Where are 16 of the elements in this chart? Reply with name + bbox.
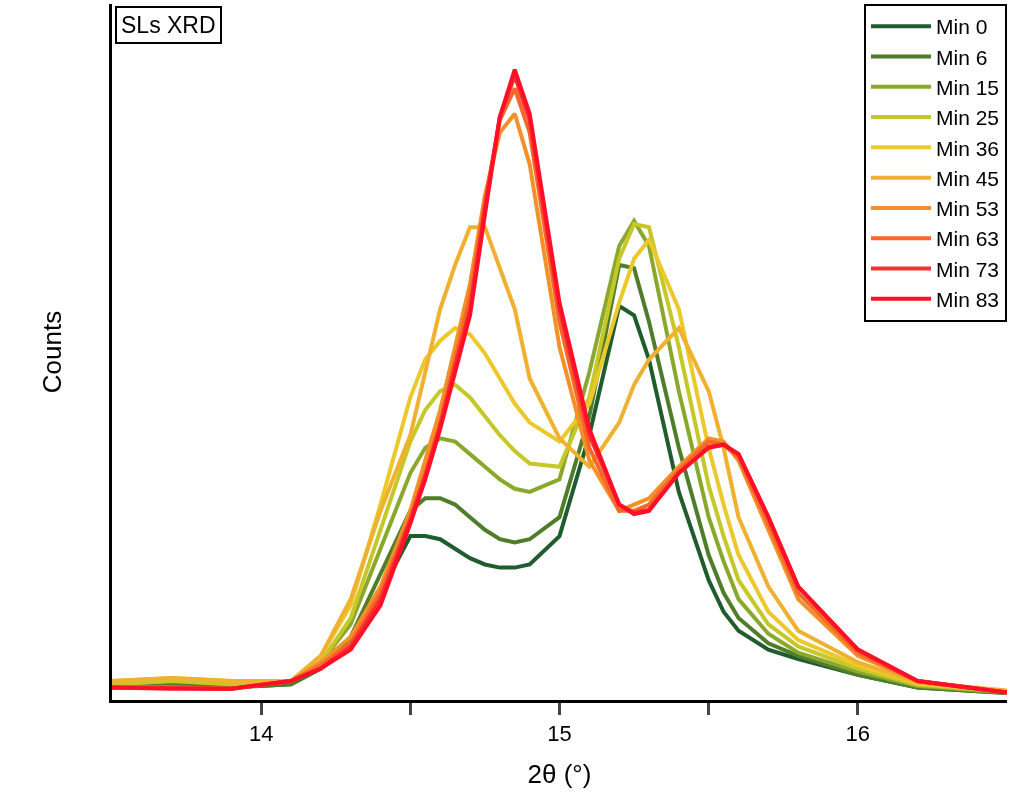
chart-title: SLs XRD	[121, 12, 216, 38]
legend-label: Min 15	[936, 75, 1000, 99]
legend-label: Min 53	[936, 197, 1000, 221]
legend-label: Min 83	[936, 288, 1000, 312]
legend-label: Min 45	[936, 166, 1000, 190]
x-tick-label: 16	[845, 721, 871, 747]
y-axis-title: Counts	[37, 310, 68, 394]
legend-label: Min 25	[936, 106, 1000, 130]
x-axis-title: 2θ (°)	[527, 759, 592, 790]
x-tick-label: 15	[547, 721, 572, 747]
legend-label: Min 36	[936, 136, 1000, 160]
legend-label: Min 6	[936, 45, 988, 69]
legend-label: Min 63	[936, 227, 1000, 251]
legend-label: Min 0	[936, 15, 988, 39]
legend-label: Min 73	[936, 257, 1000, 281]
x-tick-label: 14	[248, 721, 274, 747]
